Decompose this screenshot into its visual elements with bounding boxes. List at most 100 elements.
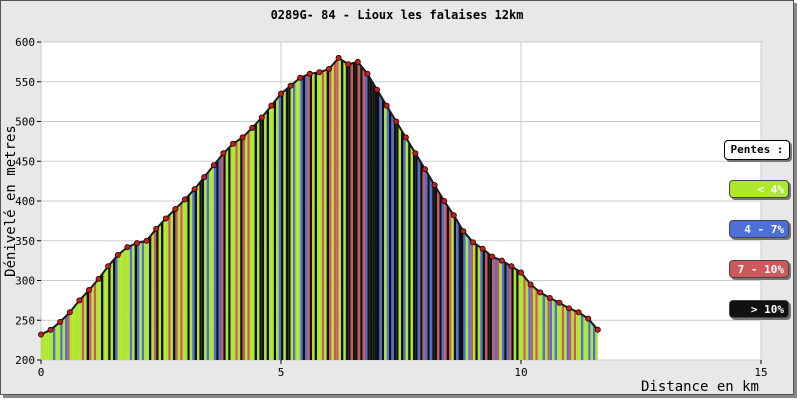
- slope-bar: [480, 247, 483, 360]
- slope-bar: [482, 249, 485, 360]
- profile-point: [76, 297, 83, 304]
- slope-bar: [329, 67, 332, 361]
- x-tick-label: 5: [278, 366, 285, 379]
- profile-point: [479, 245, 486, 252]
- profile-point: [527, 281, 534, 288]
- slope-bar: [509, 265, 512, 360]
- slope-bar: [451, 213, 454, 360]
- profile-point: [575, 309, 582, 316]
- slope-bar: [516, 270, 519, 360]
- slope-bar: [144, 241, 147, 360]
- slope-bar: [177, 205, 181, 360]
- slope-bar: [264, 113, 267, 360]
- slope-bar: [341, 60, 344, 360]
- slope-bar: [110, 262, 113, 360]
- slope-bar: [194, 187, 197, 360]
- slope-bar: [422, 167, 425, 360]
- legend-item-under-4: < 4%: [729, 180, 789, 198]
- slope-bar: [425, 171, 428, 360]
- slope-bar: [273, 101, 277, 361]
- legend-item-4-7: 4 - 7%: [729, 220, 789, 238]
- profile-point: [594, 326, 601, 333]
- slope-bar: [372, 83, 375, 361]
- slope-bar: [108, 264, 111, 360]
- slope-bar: [139, 242, 142, 360]
- slope-bar: [48, 330, 51, 360]
- profile-point: [220, 150, 227, 157]
- slope-bar: [156, 227, 159, 360]
- slope-bar: [237, 139, 241, 360]
- profile-point: [153, 225, 160, 232]
- profile-point: [421, 166, 428, 173]
- slope-bar: [506, 264, 509, 360]
- slope-bar: [449, 209, 452, 360]
- slope-bar: [252, 126, 255, 361]
- slope-bars: [41, 58, 598, 361]
- slope-bar: [350, 63, 353, 360]
- slope-bar: [585, 317, 589, 360]
- slope-bar: [492, 257, 495, 360]
- profile-point: [66, 309, 73, 316]
- profile-point: [258, 114, 265, 121]
- profile-point: [325, 66, 332, 73]
- slope-bar: [254, 123, 257, 360]
- slope-bar: [525, 280, 529, 360]
- profile-point: [383, 102, 390, 109]
- slope-bar: [393, 119, 397, 360]
- slope-bar: [497, 259, 500, 360]
- slope-bar: [293, 82, 296, 361]
- profile-point: [287, 82, 294, 89]
- slope-bar: [295, 80, 298, 360]
- slope-bar: [115, 256, 118, 360]
- slope-bar: [528, 282, 531, 360]
- slope-bar: [360, 66, 363, 361]
- slope-bar: [67, 313, 70, 360]
- slope-bar: [161, 222, 164, 360]
- slope-bar: [50, 328, 53, 360]
- slope-bar: [465, 235, 469, 360]
- profile-point: [105, 263, 112, 270]
- profile-point: [469, 239, 476, 246]
- slope-bar: [566, 307, 569, 360]
- slope-bar: [386, 107, 389, 361]
- slope-bar: [113, 259, 116, 360]
- x-axis-title: Distance en km: [641, 379, 759, 394]
- slope-bar: [533, 287, 536, 360]
- slope-bar: [257, 121, 260, 360]
- slope-bar: [72, 307, 75, 360]
- slope-bar: [122, 250, 125, 360]
- x-tick-label: 0: [38, 366, 45, 379]
- slope-bar: [540, 293, 543, 360]
- slope-bar: [245, 133, 248, 360]
- slope-bar: [573, 310, 577, 360]
- slope-bar: [369, 79, 373, 360]
- profile-point: [498, 257, 505, 264]
- slope-bar: [365, 72, 368, 360]
- slope-bar: [149, 236, 152, 360]
- slope-bar: [559, 303, 562, 360]
- slope-bar: [259, 118, 262, 361]
- profile-point: [556, 299, 563, 306]
- slope-bar: [343, 61, 346, 360]
- x-tick-label: 10: [514, 366, 527, 379]
- profile-point: [537, 289, 544, 296]
- slope-bar: [134, 243, 137, 360]
- slope-bar: [427, 175, 430, 360]
- profile-point: [585, 315, 592, 322]
- profile-point: [57, 318, 64, 325]
- slope-bar: [401, 131, 404, 360]
- slope-bar: [557, 302, 560, 360]
- slope-bar: [576, 311, 579, 360]
- profile-point: [297, 74, 304, 81]
- slope-bar: [103, 270, 106, 360]
- slope-bar: [230, 144, 233, 360]
- slope-bar: [204, 175, 207, 360]
- slope-bar: [312, 73, 315, 361]
- y-axis-title: Dénivelé en metres: [3, 125, 19, 277]
- slope-bar: [521, 274, 524, 360]
- slope-bar: [504, 262, 507, 360]
- slope-bar: [158, 224, 161, 360]
- slope-bar: [535, 289, 538, 360]
- profile-point: [201, 174, 208, 181]
- profile-point: [210, 162, 217, 169]
